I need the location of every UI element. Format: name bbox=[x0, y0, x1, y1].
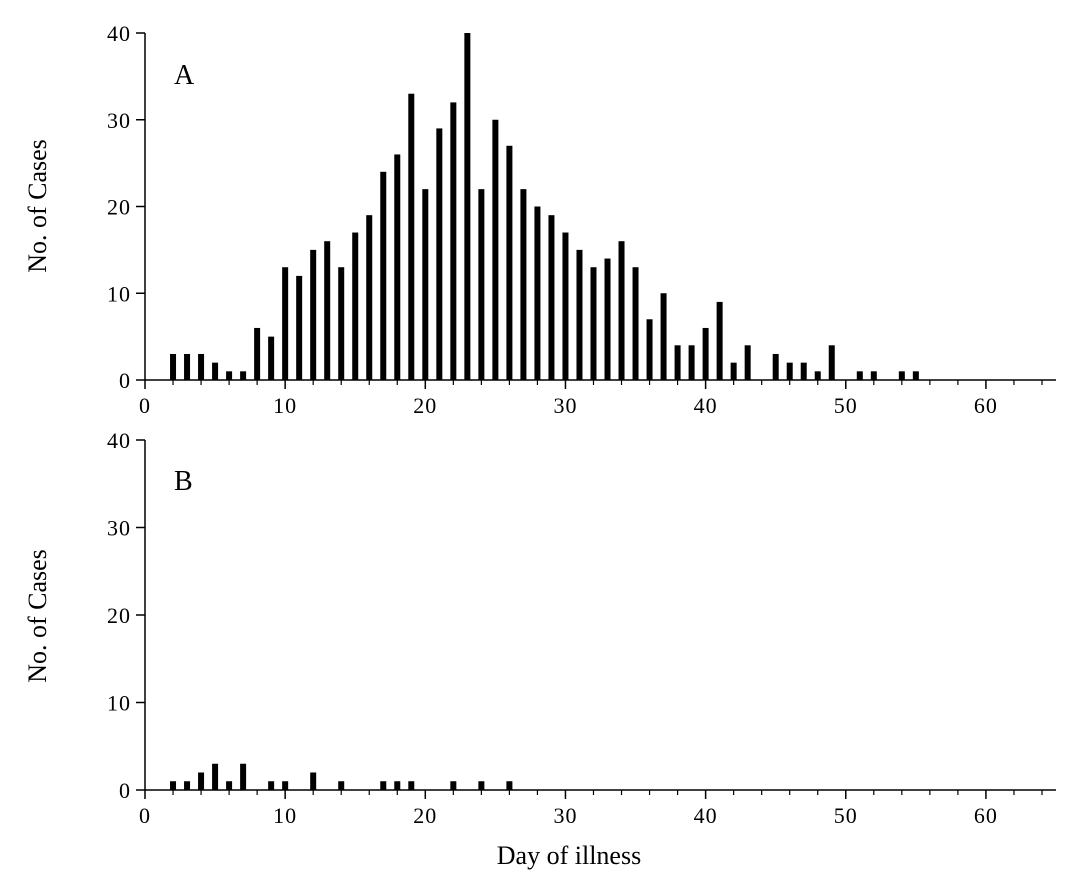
panel-b-bar bbox=[394, 781, 401, 790]
panel-b-x-tick-label: 40 bbox=[694, 803, 718, 828]
panel-b-bar bbox=[478, 781, 485, 790]
panel-a-bar bbox=[492, 119, 499, 380]
panel-b-label: B bbox=[174, 466, 193, 497]
panel-a-bar bbox=[534, 206, 541, 380]
panel-a-bar bbox=[604, 258, 611, 380]
panel-a-x-tick-label: 10 bbox=[273, 393, 297, 418]
panel-a-bar bbox=[212, 362, 219, 380]
panel-a-bar bbox=[506, 145, 513, 380]
panel-a-bar bbox=[548, 215, 555, 380]
panel-a-bar bbox=[310, 249, 317, 380]
panel-a-bar bbox=[856, 371, 863, 380]
panel-a-x-tick-label: 40 bbox=[694, 393, 718, 418]
panel-b-x-tick-label: 50 bbox=[834, 803, 858, 828]
panel-a-bar bbox=[520, 189, 527, 380]
panel-b-y-tick-label: 10 bbox=[107, 691, 131, 716]
panel-a-bar bbox=[408, 93, 415, 380]
panel-b-x-tick-label: 60 bbox=[974, 803, 998, 828]
panel-a-bar bbox=[422, 189, 429, 380]
panel-a-label: A bbox=[174, 60, 195, 91]
panel-a-bar bbox=[296, 275, 303, 380]
panel-b-x-tick-label: 0 bbox=[139, 803, 151, 828]
panel-a-bar bbox=[702, 327, 709, 380]
panel-a-bar bbox=[730, 362, 737, 380]
panel-a-bar bbox=[618, 241, 625, 380]
panel-a-bar bbox=[464, 33, 471, 380]
panel-b-bar bbox=[506, 781, 513, 790]
panel-a-x-tick-label: 60 bbox=[974, 393, 998, 418]
panel-b-bar bbox=[198, 772, 205, 790]
panel-a-bar bbox=[828, 345, 835, 380]
panel-a-y-tick-label: 0 bbox=[119, 368, 131, 393]
panel-b-bar bbox=[268, 781, 275, 790]
panel-b-x-tick-label: 30 bbox=[553, 803, 577, 828]
panel-a-x-tick-label: 0 bbox=[139, 393, 151, 418]
panel-a-x-tick-label: 30 bbox=[553, 393, 577, 418]
panel-b-x-axis-title: Day of illness bbox=[497, 841, 641, 870]
panel-a-bar bbox=[338, 267, 345, 380]
panel-a-bar bbox=[352, 232, 359, 380]
panel-a-bar bbox=[240, 371, 247, 380]
panel-a-bar bbox=[870, 371, 877, 380]
panel-b-bar bbox=[310, 772, 317, 790]
panel-b-bar bbox=[408, 781, 415, 790]
panel-a-bar bbox=[170, 353, 177, 380]
panel-b-y-axis-title: No. of Cases bbox=[23, 549, 52, 683]
panel-b-bar bbox=[380, 781, 387, 790]
panel-a-bar bbox=[688, 345, 695, 380]
panel-b-y-tick-label: 20 bbox=[107, 603, 131, 628]
panel-a-bar bbox=[380, 171, 387, 380]
panel-a-bar bbox=[800, 362, 807, 380]
panel-a-bar bbox=[576, 249, 583, 380]
panel-a-bar bbox=[198, 353, 205, 380]
panel-a-bar bbox=[632, 267, 639, 380]
panel-a-bar bbox=[282, 267, 289, 380]
panel-b-bar bbox=[338, 781, 345, 790]
panel-a-bar bbox=[744, 345, 751, 380]
panel-a-bar bbox=[324, 241, 331, 380]
panel-a-y-tick-label: 40 bbox=[107, 21, 131, 46]
panel-a-y-tick-label: 20 bbox=[107, 195, 131, 220]
panel-a-bar bbox=[814, 371, 821, 380]
panel-a-y-axis-title: No. of Cases bbox=[23, 139, 52, 273]
panel-a-y-tick-label: 10 bbox=[107, 281, 131, 306]
panel-a-chart: No. of Cases A 0 10 20 30 40 50 60 0 10 20 30 40 bbox=[23, 21, 1056, 418]
panel-b-bar bbox=[212, 763, 219, 790]
panel-a-bar bbox=[590, 267, 597, 380]
panel-b-bar bbox=[184, 781, 191, 790]
panel-b-y-tick-label: 40 bbox=[107, 428, 131, 453]
panel-b-bar bbox=[450, 781, 457, 790]
panel-a-bar bbox=[772, 353, 779, 380]
panel-a-bar bbox=[898, 371, 905, 380]
panel-b-chart: No. of Cases B Day of illness 0 10 20 30 40 5… bbox=[23, 428, 1056, 870]
panel-b-bar bbox=[226, 781, 233, 790]
panel-a-bar bbox=[450, 102, 457, 381]
panel-b-bar bbox=[282, 781, 289, 790]
panel-a-bar bbox=[478, 189, 485, 380]
panel-a-bar bbox=[716, 301, 723, 380]
panel-a-bar bbox=[184, 353, 191, 380]
panel-a-bar bbox=[254, 327, 261, 380]
panel-b-x-tick-label: 20 bbox=[413, 803, 437, 828]
panel-b-bar bbox=[240, 763, 247, 790]
panel-a-bar bbox=[226, 371, 233, 380]
panel-a-bar bbox=[660, 293, 667, 380]
panel-a-bar bbox=[912, 371, 919, 380]
panel-b-x-tick-label: 10 bbox=[273, 803, 297, 828]
panel-a-bar bbox=[562, 232, 569, 380]
panel-a-x-tick-label: 50 bbox=[834, 393, 858, 418]
panel-a-bar bbox=[366, 215, 373, 380]
panel-b-bar bbox=[170, 781, 177, 790]
panel-a-bar bbox=[786, 362, 793, 380]
panel-a-bar bbox=[436, 128, 443, 380]
panel-b-y-tick-label: 30 bbox=[107, 516, 131, 541]
panel-a-bar bbox=[674, 345, 681, 380]
panel-a-bar bbox=[646, 319, 653, 380]
panel-a-x-tick-label: 20 bbox=[413, 393, 437, 418]
panel-a-bar bbox=[394, 154, 401, 380]
panel-a-y-tick-label: 30 bbox=[107, 108, 131, 133]
panel-b-y-tick-label: 0 bbox=[119, 778, 131, 803]
panel-a-bar bbox=[268, 336, 275, 380]
